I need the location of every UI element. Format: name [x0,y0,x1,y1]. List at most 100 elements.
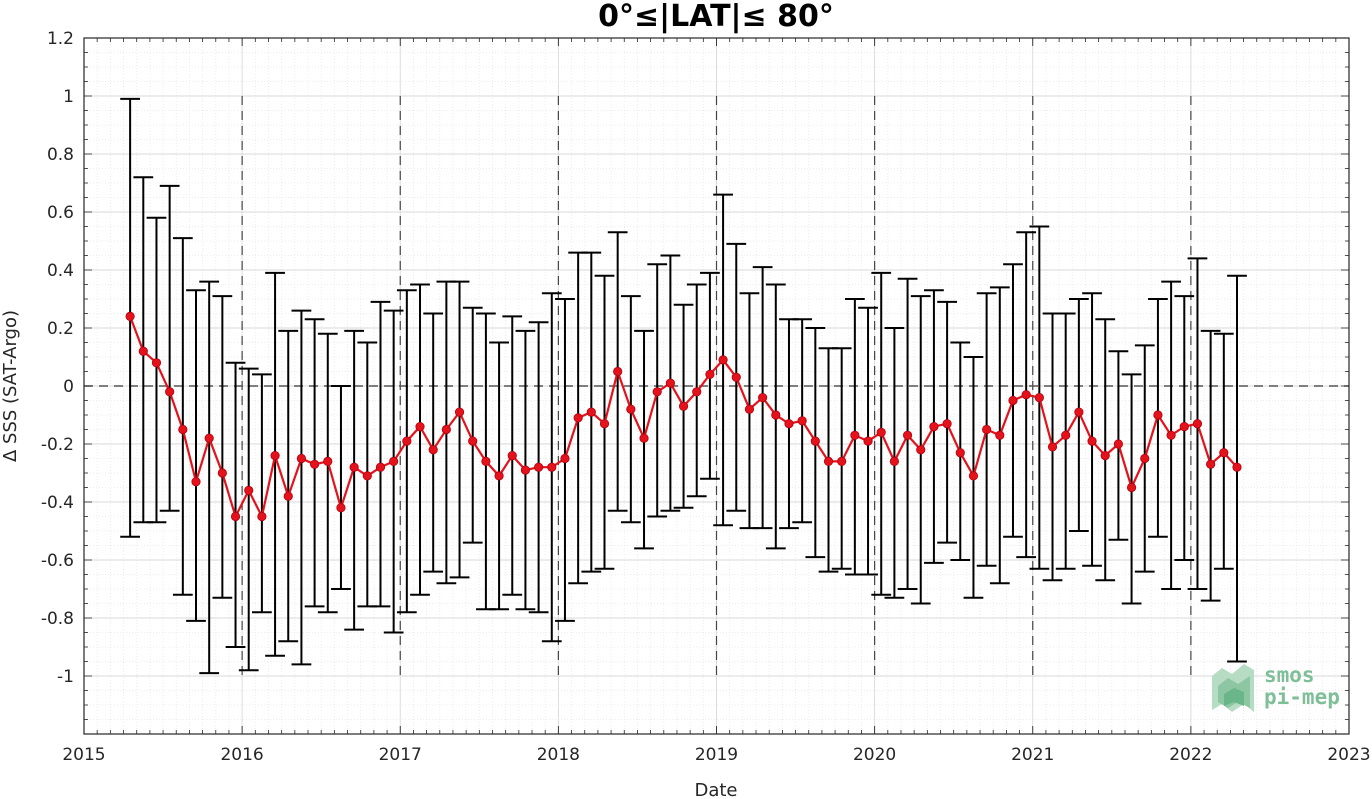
data-point [797,416,807,426]
data-point [441,424,451,435]
data-point [942,419,952,429]
data-point [125,311,135,321]
y-tick-label: -0.2 [41,435,74,455]
data-point [217,468,227,478]
data-point [1232,462,1242,472]
data-point [454,407,465,417]
data-point [1206,459,1216,469]
x-tick-label: 2017 [379,745,422,765]
data-point [771,410,781,420]
data-point [626,404,636,414]
x-tick-label: 2019 [695,745,738,765]
data-point [507,450,517,461]
y-tick-label: 0.8 [47,145,74,165]
data-point [718,355,728,365]
data-point [1192,419,1203,429]
data-point [520,465,531,475]
data-point [599,419,610,429]
data-point [1047,442,1058,452]
data-point [349,462,359,472]
x-tick-label: 2022 [1169,745,1212,765]
x-tick-label: 2018 [537,745,580,765]
y-tick-label: 0.2 [47,319,74,339]
logo-wave-icon [1212,664,1254,712]
data-point [428,445,438,455]
data-point [138,346,148,356]
data-point [784,419,794,429]
data-point [362,471,372,481]
data-point [968,471,979,481]
data-point [244,485,254,495]
y-tick-label: -0.4 [41,493,74,513]
data-point [1087,436,1097,446]
data-point [916,445,926,455]
data-point [573,413,583,423]
data-point [309,459,320,469]
data-point [995,430,1005,440]
data-point [230,511,241,522]
series-points [125,311,1242,522]
data-point [191,477,201,487]
data-point [850,430,860,440]
data-point [929,421,939,432]
logo-text-line1: smos [1264,663,1315,687]
data-point [283,491,293,501]
y-tick-label: 0.4 [47,261,74,281]
data-point [270,450,280,461]
y-tick-label: -1 [57,667,74,687]
chart-title: 0°≤|LAT|≤ 80° [598,0,834,34]
data-point [863,436,873,446]
data-point [955,448,965,458]
logo-text-line2: pi-mep [1264,685,1340,709]
x-tick-label: 2021 [1011,745,1054,765]
data-point [639,433,649,443]
data-point [705,369,715,379]
x-tick-labels: 2015 2016 2017 2018 2019 2020 2021 2022 2023 [62,745,1370,765]
data-point [731,372,741,382]
data-point [560,453,570,464]
data-point [1126,482,1137,493]
y-tick-label: 1.2 [47,29,74,49]
x-tick-label: 2015 [62,745,105,765]
x-axis-title: Date [694,780,737,799]
data-point [665,378,675,388]
data-point [204,433,214,443]
data-point [1034,392,1044,403]
data-point [534,462,544,472]
data-point [586,407,596,417]
data-point [296,453,307,464]
data-point [692,387,702,397]
data-point [1008,395,1018,406]
data-point [1100,450,1110,461]
data-point [1166,430,1176,440]
data-point [1219,448,1229,458]
plot-frame [83,37,1350,735]
y-tick-label: -0.6 [41,551,74,571]
data-point [810,436,820,446]
y-tick-label: -0.8 [41,609,74,629]
data-point [652,387,662,397]
data-point [151,358,162,368]
data-point [982,424,992,435]
smos-pimep-logo: smos pi-mep [1212,663,1340,712]
data-point [257,511,267,522]
data-point [837,456,847,466]
data-point [547,462,557,472]
x-tick-label: 2016 [220,745,263,765]
data-point [402,436,412,446]
data-point [1153,410,1163,420]
data-point [165,387,175,397]
data-point [1113,439,1124,449]
data-point [678,401,689,411]
y-tick-labels: -1 -0.8 -0.6 -0.4 -0.2 0 0.2 0.4 0.6 0.8 1 1.2 [41,29,74,687]
data-point [494,471,504,481]
data-point [902,430,913,440]
y-tick-label: 0 [63,377,74,397]
data-point [481,456,491,466]
x-tick-label: 2020 [853,745,896,765]
data-point [876,427,886,437]
data-point [1179,421,1189,432]
data-point [468,436,478,446]
data-point [415,421,425,432]
